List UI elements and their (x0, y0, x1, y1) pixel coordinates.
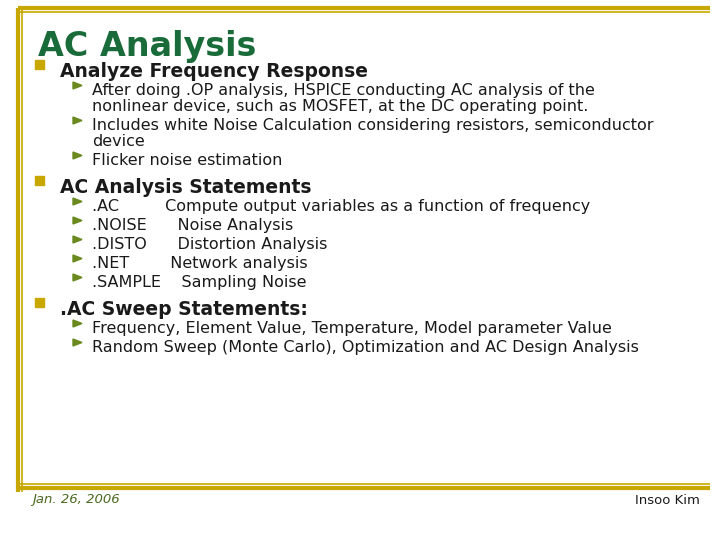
Polygon shape (73, 117, 82, 124)
Polygon shape (73, 217, 82, 224)
Text: After doing .OP analysis, HSPICE conducting AC analysis of the: After doing .OP analysis, HSPICE conduct… (92, 83, 595, 98)
Polygon shape (73, 198, 82, 205)
Text: .DISTO      Distortion Analysis: .DISTO Distortion Analysis (92, 237, 328, 252)
Polygon shape (73, 236, 82, 243)
Text: Insoo Kim: Insoo Kim (635, 494, 700, 507)
Bar (35, 60, 44, 69)
Polygon shape (73, 320, 82, 327)
Text: Flicker noise estimation: Flicker noise estimation (92, 153, 282, 168)
Bar (35, 176, 44, 185)
Bar (35, 298, 44, 307)
Text: Frequency, Element Value, Temperature, Model parameter Value: Frequency, Element Value, Temperature, M… (92, 321, 612, 336)
Text: nonlinear device, such as MOSFET, at the DC operating point.: nonlinear device, such as MOSFET, at the… (92, 99, 588, 114)
Text: AC Analysis Statements: AC Analysis Statements (60, 178, 312, 197)
Text: AC Analysis: AC Analysis (38, 30, 256, 63)
Polygon shape (73, 152, 82, 159)
Text: Random Sweep (Monte Carlo), Optimization and AC Design Analysis: Random Sweep (Monte Carlo), Optimization… (92, 340, 639, 355)
Polygon shape (73, 274, 82, 281)
Text: Analyze Frequency Response: Analyze Frequency Response (60, 62, 368, 81)
Text: Jan. 26, 2006: Jan. 26, 2006 (32, 494, 120, 507)
Polygon shape (73, 82, 82, 89)
Text: .NOISE      Noise Analysis: .NOISE Noise Analysis (92, 218, 293, 233)
Text: Includes white Noise Calculation considering resistors, semiconductor: Includes white Noise Calculation conside… (92, 118, 654, 133)
Text: .NET        Network analysis: .NET Network analysis (92, 256, 307, 271)
Text: .AC         Compute output variables as a function of frequency: .AC Compute output variables as a functi… (92, 199, 590, 214)
Text: .SAMPLE    Sampling Noise: .SAMPLE Sampling Noise (92, 275, 307, 290)
Polygon shape (73, 339, 82, 346)
Text: .AC Sweep Statements:: .AC Sweep Statements: (60, 300, 308, 319)
Polygon shape (73, 255, 82, 262)
Text: device: device (92, 134, 145, 149)
